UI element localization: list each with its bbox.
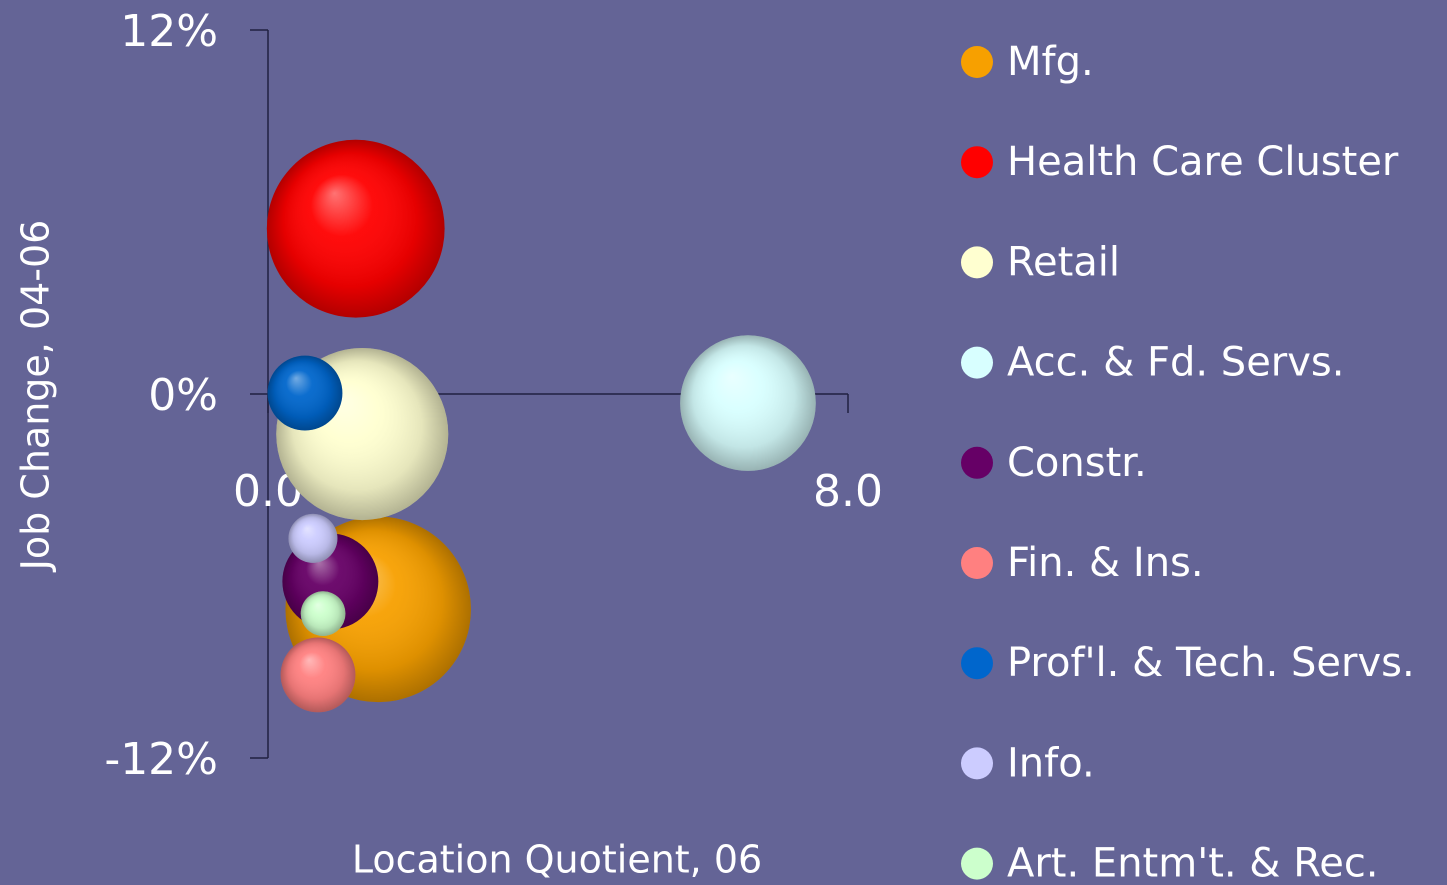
legend-label: Prof'l. & Tech. Servs. bbox=[1007, 640, 1415, 686]
legend-marker bbox=[961, 146, 993, 179]
legend-label: Acc. & Fd. Servs. bbox=[1007, 340, 1344, 386]
legend-marker bbox=[961, 246, 993, 279]
x-tick-label: 8.0 bbox=[813, 466, 883, 517]
bubble-shade bbox=[680, 335, 816, 471]
bubble-shade bbox=[266, 139, 445, 318]
legend-label: Fin. & Ins. bbox=[1007, 540, 1204, 586]
bubble-shade bbox=[267, 355, 343, 431]
y-tick-label: -12% bbox=[104, 734, 218, 785]
x-axis-label: Location Quotient, 06 bbox=[352, 838, 762, 882]
legend-marker bbox=[961, 346, 993, 379]
legend-label: Art. Entm't. & Rec. bbox=[1007, 841, 1379, 885]
legend-marker bbox=[961, 847, 993, 880]
legend-marker bbox=[961, 647, 993, 680]
bubble-shade bbox=[288, 513, 338, 563]
bubble-shade bbox=[280, 637, 356, 713]
y-tick-label: 0% bbox=[148, 370, 218, 421]
legend-marker bbox=[961, 547, 993, 579]
legend-marker bbox=[961, 46, 993, 78]
bubble-shade bbox=[300, 591, 346, 636]
y-axis-label: Job Change, 04-06 bbox=[14, 220, 58, 573]
legend-marker bbox=[961, 446, 993, 479]
legend-label: Info. bbox=[1007, 740, 1095, 786]
legend-marker bbox=[961, 747, 993, 780]
y-tick-label: 12% bbox=[120, 6, 218, 57]
legend-label: Health Care Cluster bbox=[1007, 139, 1399, 185]
legend-label: Constr. bbox=[1007, 440, 1147, 486]
legend-label: Retail bbox=[1007, 239, 1120, 285]
legend-label: Mfg. bbox=[1007, 39, 1094, 85]
